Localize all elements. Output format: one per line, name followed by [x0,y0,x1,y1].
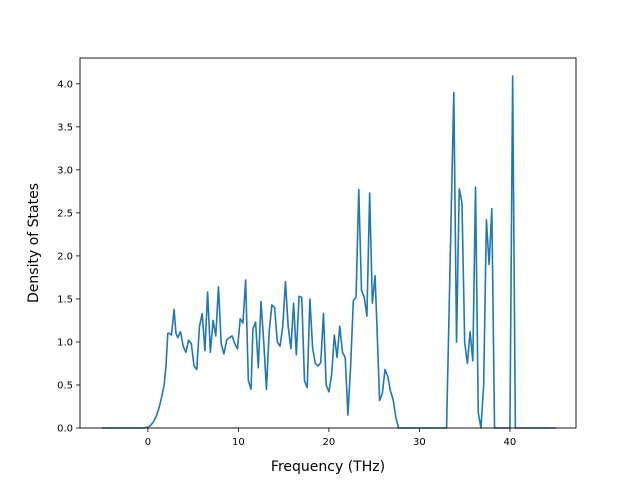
y-tick-label: 1.5 [57,294,73,305]
y-tick-label: 0.5 [57,380,73,391]
ticks-layer: 0 10 20 30 40 0.0 0.5 1.0 1.5 2.0 2.5 3.0 3.5 4.0 [57,79,516,448]
x-tick-label: 0 [145,437,151,448]
plot-area-frame [79,57,577,429]
y-tick-label: 0.0 [57,424,73,435]
y-tick-label: 3.0 [57,165,73,176]
y-tick-label: 1.0 [57,337,73,348]
x-tick-label: 10 [232,437,245,448]
dos-series-line [101,75,556,429]
y-axis-label: Density of States [26,183,42,303]
y-tick-label: 4.0 [57,79,73,90]
x-tick-label: 20 [323,437,336,448]
y-tick-label: 2.5 [57,208,73,219]
y-tick-label: 3.5 [57,122,73,133]
x-tick-label: 40 [504,437,517,448]
y-tick-label: 2.0 [57,251,73,262]
x-axis-label: Frequency (THz) [271,459,385,475]
x-tick-label: 30 [413,437,426,448]
